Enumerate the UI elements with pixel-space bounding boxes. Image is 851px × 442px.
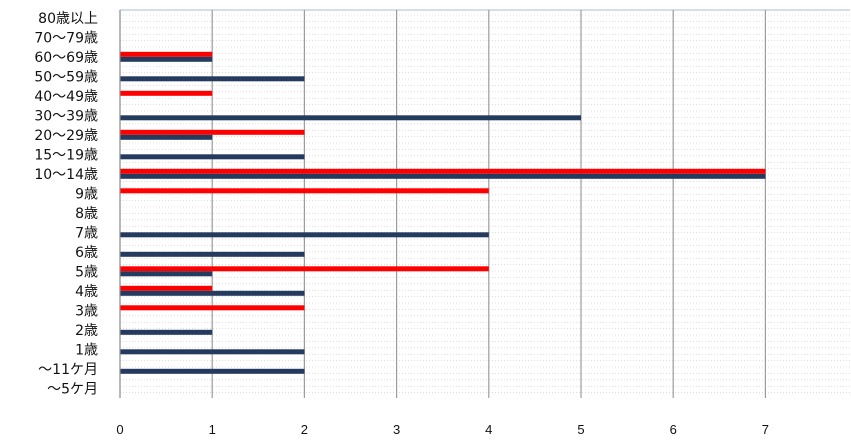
- x-tick-label: 1: [209, 422, 216, 437]
- category-label: 〜11ケ月: [38, 362, 98, 378]
- bar: [120, 115, 581, 121]
- bar: [120, 168, 766, 174]
- bar: [120, 56, 213, 62]
- category-label: 4歳: [75, 284, 98, 300]
- bar: [120, 349, 305, 355]
- bar: [120, 232, 489, 238]
- bar: [120, 90, 213, 96]
- bar: [120, 173, 766, 179]
- x-tick-label: 0: [116, 422, 123, 437]
- category-label: 8歳: [75, 206, 98, 222]
- category-label: 50〜59歳: [34, 69, 98, 85]
- bar: [120, 188, 489, 194]
- x-tick-labels: 0 1 2 3 4 5 6 7: [116, 422, 769, 437]
- x-tick-label: 7: [762, 422, 769, 437]
- category-label: 10〜14歳: [34, 167, 98, 183]
- major-gridlines: [120, 9, 850, 398]
- x-tick-label: 2: [301, 422, 308, 437]
- bar: [120, 305, 305, 311]
- bar: [120, 154, 305, 160]
- bar: [120, 134, 213, 140]
- bar: [120, 290, 305, 296]
- bars: [120, 51, 766, 374]
- category-label: 2歳: [75, 323, 98, 339]
- bar: [120, 51, 213, 57]
- x-tick-label: 5: [577, 422, 584, 437]
- category-label: 6歳: [75, 245, 98, 261]
- x-tick-label: 6: [670, 422, 677, 437]
- category-label: 70〜79歳: [34, 30, 98, 46]
- category-label: 40〜49歳: [34, 89, 98, 105]
- category-label: 3歳: [75, 303, 98, 319]
- category-label: 〜5ケ月: [47, 381, 98, 397]
- bar: [120, 251, 305, 257]
- x-tick-label: 3: [393, 422, 400, 437]
- bar: [120, 271, 213, 277]
- bar: [120, 129, 305, 135]
- x-tick-label: 4: [485, 422, 492, 437]
- category-label: 1歳: [75, 342, 98, 358]
- minor-gridlines: [120, 14, 850, 393]
- category-label: 30〜39歳: [34, 108, 98, 124]
- category-label: 9歳: [75, 186, 98, 202]
- category-label: 20〜29歳: [34, 128, 98, 144]
- category-labels: 80歳以上 70〜79歳 60〜69歳 50〜59歳 40〜49歳 30〜39歳 20〜29…: [34, 11, 98, 397]
- bar: [120, 368, 305, 374]
- category-label: 60〜69歳: [34, 50, 98, 66]
- bar: [120, 329, 213, 335]
- category-label: 80歳以上: [38, 11, 98, 27]
- category-label: 7歳: [75, 225, 98, 241]
- bar: [120, 266, 489, 272]
- bar: [120, 76, 305, 82]
- category-label: 5歳: [75, 264, 98, 280]
- bar: [120, 285, 213, 291]
- category-label: 15〜19歳: [34, 147, 98, 163]
